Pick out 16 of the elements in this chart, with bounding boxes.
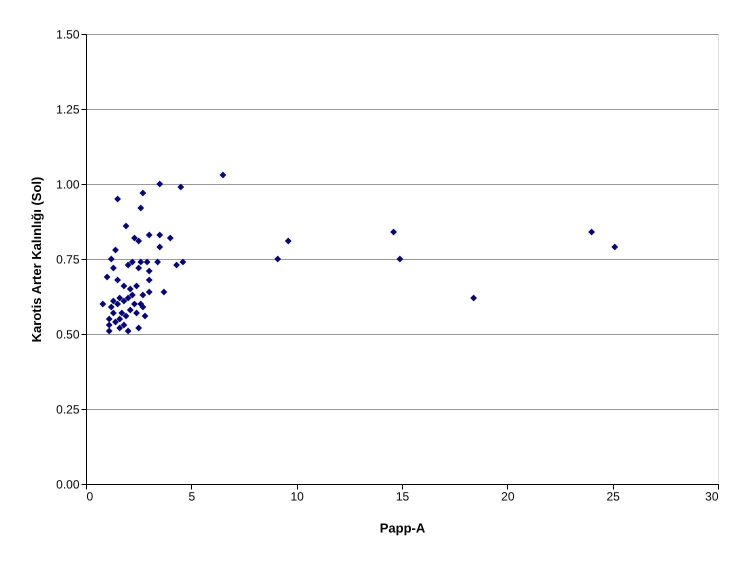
y-tick-label: 0.50 xyxy=(56,328,80,342)
x-tick-label: 10 xyxy=(290,490,304,504)
x-tick-label: 20 xyxy=(501,490,515,504)
x-tick-label: 15 xyxy=(396,490,410,504)
y-tick-label: 0.00 xyxy=(56,478,80,492)
x-axis-title: Papp-A xyxy=(380,520,426,536)
x-tick-label: 0 xyxy=(86,490,94,504)
y-tick-label: 1.25 xyxy=(56,102,80,116)
x-tick-label: 30 xyxy=(705,490,719,504)
y-axis-title: Karotis Arter Kalınlığı (Sol) xyxy=(29,176,44,342)
x-tick-label: 25 xyxy=(606,490,620,504)
x-tick-label: 5 xyxy=(188,490,196,504)
y-tick-label: 1.50 xyxy=(56,28,80,42)
y-tick-label: 0.75 xyxy=(56,252,80,266)
y-tick-label: 1.00 xyxy=(56,178,80,192)
y-tick-label: 0.25 xyxy=(56,402,80,416)
